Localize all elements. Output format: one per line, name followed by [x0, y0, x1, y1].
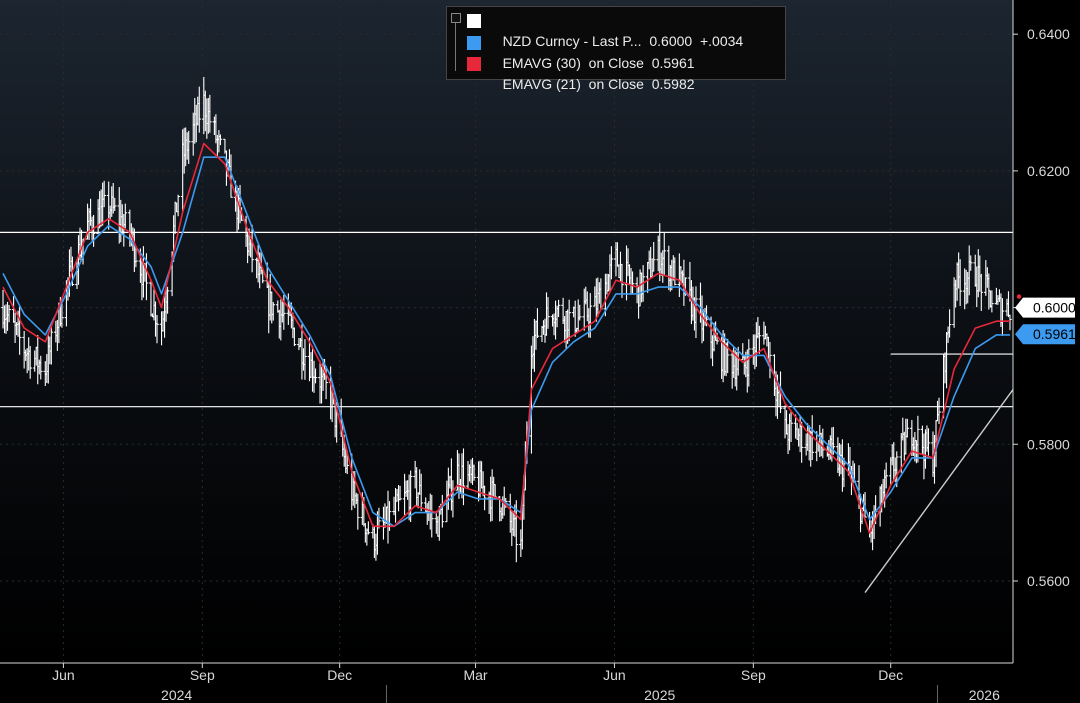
legend-value-price: 0.6000 [649, 33, 693, 49]
x-tick-label: Jun [603, 667, 626, 683]
ema30-last-label: 0.5961 [1033, 326, 1076, 342]
y-tick-label: 0.5600 [1027, 573, 1070, 589]
plot-background [0, 0, 1013, 663]
chart-legend: NZD Curncy - Last P... 0.6000 +.0034 EMA… [446, 6, 786, 92]
legend-swatch-price [467, 14, 481, 28]
ema-lines [2, 142, 1010, 534]
y-tick-label: 0.5800 [1027, 436, 1070, 452]
legend-label-ema21: EMAVG (21) on Close [502, 76, 644, 92]
ema30-last-label-background [1015, 324, 1075, 345]
legend-row-price: NZD Curncy - Last P... 0.6000 +.0034 [467, 11, 743, 49]
x-year-label: 2024 [161, 687, 192, 703]
grid-lines [0, 0, 1013, 663]
x-year-label: 2025 [644, 687, 675, 703]
x-tick-label: Mar [463, 667, 487, 683]
legend-row-ema30: EMAVG (30) on Close 0.5961 [467, 33, 695, 71]
x-tick-label: Sep [190, 667, 215, 683]
legend-swatch-ema21 [467, 57, 481, 71]
axis-labels: 0.5600 0.5800 0.6000 0.6200 0.6400 Jun Sep Dec M… [52, 26, 1076, 703]
legend-change-price: +.0034 [699, 33, 744, 49]
x-tick-label: Sep [741, 667, 766, 683]
legend-tree-line [455, 15, 466, 71]
last-price-label-marker [1016, 294, 1022, 299]
legend-row-ema21: EMAVG (21) on Close 0.5982 [467, 54, 695, 92]
y-tick-label: 0.6400 [1027, 26, 1070, 42]
y-tick-label: 0.6200 [1027, 163, 1070, 179]
last-price-label-background [1015, 297, 1075, 318]
trend-line [864, 389, 1014, 594]
last-price-label: 0.6000 [1033, 300, 1076, 316]
x-tick-label: Jun [52, 667, 75, 683]
legend-label-ema30: EMAVG (30) on Close [502, 55, 644, 71]
legend-label-price: NZD Curncy - Last P... [502, 33, 642, 49]
x-year-label: 2026 [969, 687, 1000, 703]
x-tick-label: Dec [327, 667, 352, 683]
legend-collapse-box[interactable] [451, 13, 461, 23]
legend-swatch-ema30 [467, 36, 481, 50]
reference-lines [0, 231, 1014, 594]
legend-value-ema21: 0.5982 [651, 76, 695, 92]
legend-value-ema30: 0.5961 [651, 55, 695, 71]
x-tick-label: Dec [878, 667, 903, 683]
ema30-line [2, 156, 1010, 528]
price-bars [1, 76, 1012, 563]
ema21-line [2, 142, 1010, 534]
